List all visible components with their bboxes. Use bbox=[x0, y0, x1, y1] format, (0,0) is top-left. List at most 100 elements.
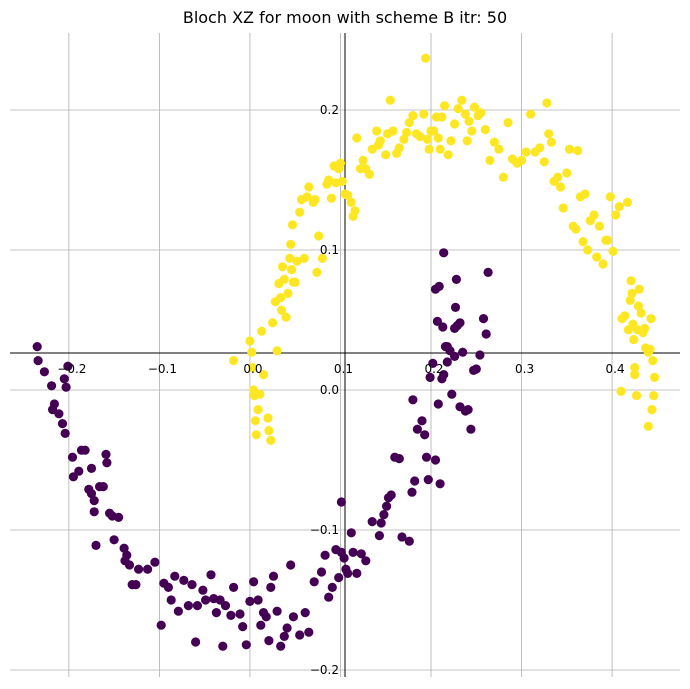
point-class0-80 bbox=[300, 608, 310, 618]
point-class0-49 bbox=[191, 637, 201, 647]
point-class1-32 bbox=[295, 207, 305, 217]
point-class1-39 bbox=[312, 267, 322, 277]
x-tick-label-6: 0.4 bbox=[606, 362, 625, 376]
point-class1-2 bbox=[247, 347, 257, 357]
point-class1-152 bbox=[634, 284, 644, 294]
point-class0-107 bbox=[394, 454, 404, 464]
point-class0-74 bbox=[276, 641, 286, 651]
point-class1-167 bbox=[630, 370, 640, 380]
point-class0-5 bbox=[49, 399, 60, 409]
point-class1-55 bbox=[352, 133, 362, 143]
point-class1-149 bbox=[631, 391, 642, 401]
point-class1-162 bbox=[649, 391, 659, 401]
point-class0-109 bbox=[404, 536, 414, 546]
point-class1-17 bbox=[272, 346, 282, 356]
x-tick-label-0: −0.2 bbox=[57, 362, 86, 376]
point-class1-70 bbox=[399, 134, 409, 144]
point-class1-130 bbox=[589, 210, 599, 220]
point-class1-9 bbox=[255, 389, 265, 399]
point-class0-52 bbox=[201, 595, 211, 605]
point-class1-40 bbox=[314, 231, 324, 241]
data-points bbox=[32, 53, 660, 651]
point-class0-141 bbox=[483, 267, 493, 277]
point-class1-30 bbox=[290, 277, 300, 287]
point-class0-113 bbox=[408, 395, 418, 405]
point-class0-66 bbox=[253, 595, 263, 605]
point-class1-102 bbox=[494, 144, 504, 154]
point-class1-75 bbox=[415, 132, 425, 142]
point-class1-120 bbox=[562, 168, 572, 178]
point-class0-44 bbox=[170, 571, 180, 581]
point-class0-103 bbox=[382, 501, 392, 511]
point-class0-86 bbox=[327, 582, 337, 593]
point-class1-153 bbox=[636, 308, 646, 318]
point-class1-63 bbox=[375, 136, 385, 146]
point-class0-62 bbox=[238, 622, 248, 632]
point-class1-84 bbox=[435, 144, 445, 154]
point-class0-148 bbox=[430, 284, 441, 294]
point-class1-13 bbox=[264, 426, 274, 436]
point-class0-78 bbox=[288, 612, 298, 622]
point-class1-43 bbox=[324, 175, 334, 185]
point-class0-90 bbox=[339, 553, 349, 563]
point-class0-77 bbox=[286, 560, 296, 570]
point-class1-77 bbox=[421, 53, 431, 63]
point-class1-141 bbox=[620, 311, 630, 321]
x-tick-label-3: 0.1 bbox=[334, 362, 353, 376]
point-class0-3 bbox=[47, 381, 57, 391]
point-class1-69 bbox=[394, 143, 404, 153]
point-class1-104 bbox=[503, 118, 513, 128]
point-class0-12 bbox=[67, 452, 78, 462]
point-class0-10 bbox=[61, 382, 71, 392]
point-class0-101 bbox=[376, 518, 386, 528]
point-class1-91 bbox=[457, 95, 467, 105]
point-class0-134 bbox=[463, 405, 473, 415]
y-tick-label-0: −0.2 bbox=[310, 663, 339, 677]
point-class0-48 bbox=[187, 580, 197, 590]
point-class1-61 bbox=[372, 126, 382, 136]
point-class0-111 bbox=[410, 476, 420, 486]
point-class0-1 bbox=[33, 356, 43, 366]
point-class1-88 bbox=[446, 136, 456, 146]
point-class0-45 bbox=[173, 606, 183, 616]
point-class0-31 bbox=[119, 543, 129, 553]
point-class1-15 bbox=[268, 318, 278, 328]
point-class0-99 bbox=[367, 517, 377, 527]
point-class1-27 bbox=[287, 265, 297, 275]
point-class1-28 bbox=[287, 220, 298, 230]
point-class1-98 bbox=[476, 108, 486, 118]
point-class0-85 bbox=[324, 592, 334, 602]
point-class1-151 bbox=[633, 301, 644, 311]
point-class0-46 bbox=[179, 575, 189, 586]
point-class1-23 bbox=[281, 312, 291, 322]
point-class1-79 bbox=[424, 144, 434, 154]
point-class0-108 bbox=[397, 532, 407, 542]
point-class0-88 bbox=[334, 573, 344, 583]
point-class1-72 bbox=[404, 118, 414, 128]
point-class1-136 bbox=[605, 192, 615, 202]
point-class0-30 bbox=[114, 512, 124, 523]
point-class0-128 bbox=[447, 389, 457, 399]
point-class0-14 bbox=[74, 466, 84, 476]
point-class1-166 bbox=[623, 325, 634, 335]
y-tick-label-1: −0.1 bbox=[310, 523, 339, 537]
point-class0-58 bbox=[220, 601, 231, 611]
point-class1-48 bbox=[335, 158, 346, 168]
point-class0-2 bbox=[39, 367, 50, 377]
point-class1-131 bbox=[592, 252, 602, 262]
point-class0-98 bbox=[336, 497, 346, 507]
point-class0-110 bbox=[407, 487, 417, 497]
point-class0-76 bbox=[282, 623, 292, 633]
point-class1-26 bbox=[286, 239, 296, 249]
point-class1-1 bbox=[245, 336, 255, 346]
chart-title: Bloch XZ for moon with scheme B itr: 50 bbox=[183, 8, 507, 27]
point-class0-114 bbox=[417, 416, 427, 426]
point-class0-59 bbox=[226, 610, 236, 621]
point-class1-51 bbox=[343, 190, 353, 200]
point-class0-105 bbox=[386, 490, 396, 500]
point-class0-118 bbox=[425, 372, 435, 382]
point-class0-51 bbox=[198, 585, 208, 595]
point-class1-121 bbox=[564, 144, 575, 154]
point-class0-116 bbox=[421, 452, 432, 462]
